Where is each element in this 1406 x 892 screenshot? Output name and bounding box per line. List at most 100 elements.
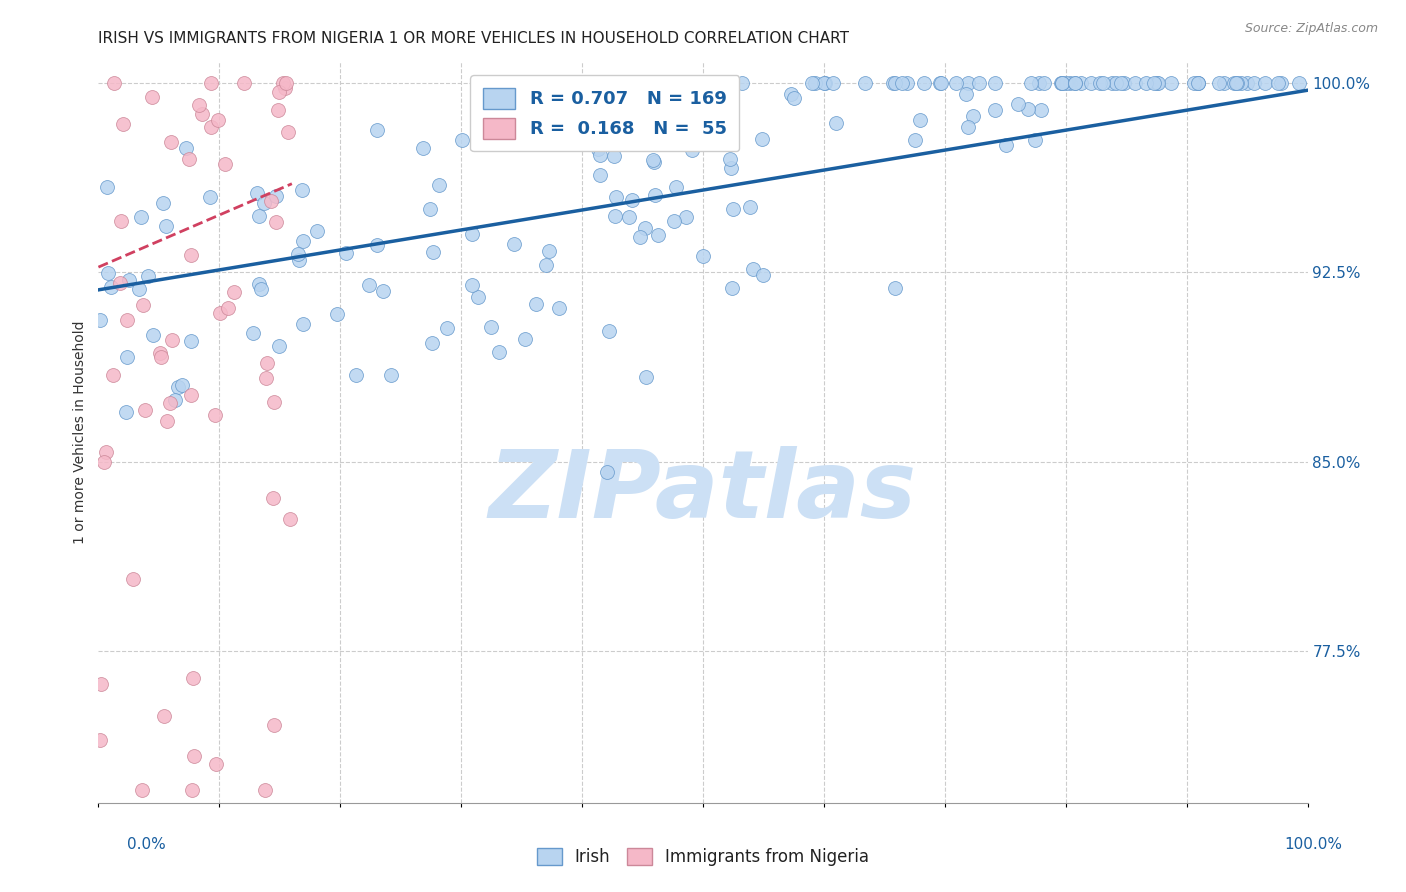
- Point: [291, 182, 314, 196]
- Point: [117, 273, 139, 287]
- Point: [1135, 76, 1157, 90]
- Point: [467, 290, 489, 304]
- Point: [1105, 76, 1128, 90]
- Point: [110, 276, 132, 290]
- Point: [287, 252, 309, 267]
- Point: [779, 87, 801, 101]
- Point: [983, 103, 1005, 117]
- Point: [644, 187, 666, 202]
- Point: [957, 120, 980, 134]
- Point: [249, 209, 271, 223]
- Point: [823, 76, 845, 90]
- Point: [908, 112, 931, 127]
- Point: [1109, 76, 1132, 90]
- Point: [134, 402, 156, 417]
- Point: [115, 405, 138, 419]
- Point: [1208, 76, 1230, 90]
- Point: [675, 211, 697, 225]
- Point: [183, 749, 205, 764]
- Point: [1114, 76, 1136, 90]
- Point: [141, 328, 163, 343]
- Point: [692, 249, 714, 263]
- Point: [274, 76, 297, 90]
- Point: [782, 91, 804, 105]
- Point: [262, 491, 284, 505]
- Point: [589, 148, 612, 162]
- Point: [929, 76, 952, 90]
- Point: [731, 76, 754, 90]
- Point: [536, 258, 558, 272]
- Point: [292, 317, 315, 331]
- Point: [652, 91, 675, 105]
- Point: [1243, 76, 1265, 90]
- Point: [1028, 76, 1050, 90]
- Point: [1080, 76, 1102, 90]
- Point: [603, 148, 626, 162]
- Point: [165, 392, 187, 407]
- Point: [89, 732, 111, 747]
- Point: [380, 368, 402, 382]
- Point: [1050, 76, 1073, 90]
- Point: [721, 281, 744, 295]
- Point: [274, 81, 297, 95]
- Point: [882, 76, 904, 90]
- Point: [160, 135, 183, 149]
- Point: [278, 512, 301, 526]
- Point: [519, 87, 541, 102]
- Point: [90, 677, 112, 691]
- Point: [912, 76, 935, 90]
- Point: [1147, 76, 1170, 90]
- Point: [665, 179, 688, 194]
- Point: [246, 186, 269, 200]
- Point: [269, 339, 291, 353]
- Point: [366, 122, 388, 136]
- Point: [149, 345, 172, 359]
- Point: [589, 168, 612, 182]
- Text: ZIPatlas: ZIPatlas: [489, 446, 917, 538]
- Point: [97, 266, 120, 280]
- Point: [371, 284, 394, 298]
- Point: [967, 76, 990, 90]
- Point: [101, 368, 124, 383]
- Point: [1213, 76, 1236, 90]
- Point: [103, 76, 125, 90]
- Point: [110, 214, 132, 228]
- Point: [180, 248, 202, 262]
- Point: [267, 85, 290, 99]
- Point: [647, 228, 669, 243]
- Point: [720, 161, 742, 175]
- Point: [884, 76, 907, 90]
- Point: [751, 131, 773, 145]
- Point: [326, 307, 349, 321]
- Point: [200, 120, 222, 134]
- Point: [1050, 76, 1073, 90]
- Point: [537, 244, 560, 259]
- Point: [287, 247, 309, 261]
- Point: [1270, 76, 1292, 90]
- Point: [247, 277, 270, 291]
- Point: [502, 237, 524, 252]
- Point: [254, 371, 277, 385]
- Point: [117, 313, 139, 327]
- Point: [254, 783, 277, 797]
- Point: [266, 189, 288, 203]
- Point: [263, 718, 285, 732]
- Point: [1101, 76, 1123, 90]
- Point: [177, 153, 200, 167]
- Point: [681, 143, 703, 157]
- Point: [1226, 76, 1249, 90]
- Point: [738, 200, 761, 214]
- Point: [419, 202, 441, 217]
- Point: [903, 133, 925, 147]
- Point: [1267, 76, 1289, 90]
- Point: [335, 246, 357, 260]
- Point: [617, 210, 640, 224]
- Point: [232, 76, 254, 90]
- Point: [813, 76, 835, 90]
- Point: [131, 783, 153, 797]
- Text: 0.0%: 0.0%: [127, 837, 166, 852]
- Point: [172, 378, 194, 392]
- Point: [1024, 133, 1046, 147]
- Point: [1225, 76, 1247, 90]
- Point: [994, 138, 1017, 153]
